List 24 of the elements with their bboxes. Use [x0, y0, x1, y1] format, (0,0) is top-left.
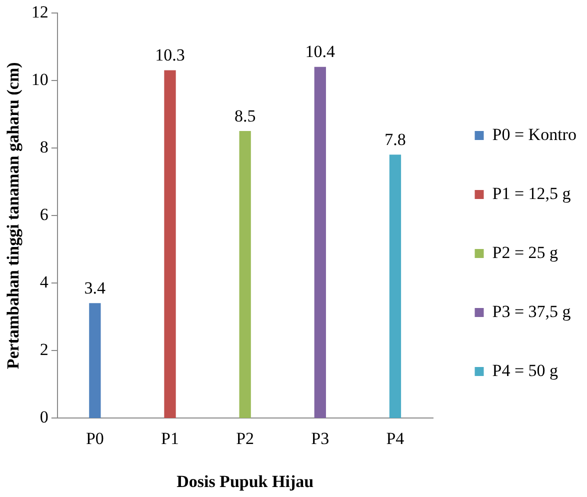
legend-label: P3 = 37,5 g [492, 302, 572, 321]
x-tick-label: P4 [386, 428, 405, 448]
data-label: 3.4 [84, 278, 106, 298]
legend-label: P1 = 12,5 g [492, 184, 572, 203]
data-label: 10.3 [155, 46, 185, 65]
y-tick-label: 6 [40, 205, 48, 224]
data-label: 10.4 [305, 42, 336, 62]
y-tick-label: 2 [40, 340, 48, 360]
x-tick-label: P2 [236, 428, 254, 448]
y-tick-label: 10 [31, 70, 48, 90]
x-axis-title: Dosis Pupuk Hijau [176, 472, 314, 492]
y-tick-label: 4 [40, 272, 49, 292]
y-tick-label: 8 [40, 138, 48, 157]
x-tick-label: P3 [311, 428, 330, 448]
legend-label: P0 = Kontro [492, 124, 576, 144]
x-tick-label: P0 [86, 428, 104, 448]
legend-label: P2 = 25 g [492, 242, 559, 262]
legend-label: P4 = 50 g [492, 360, 559, 380]
data-label: 7.8 [384, 130, 406, 149]
x-tick-label: P1 [161, 428, 179, 448]
y-tick-label: 0 [40, 408, 48, 427]
y-axis-title: Pertambahan tinggi tanaman gaharu (cm) [4, 62, 23, 370]
data-label: 8.5 [234, 106, 256, 126]
y-tick-label: 12 [31, 2, 48, 22]
